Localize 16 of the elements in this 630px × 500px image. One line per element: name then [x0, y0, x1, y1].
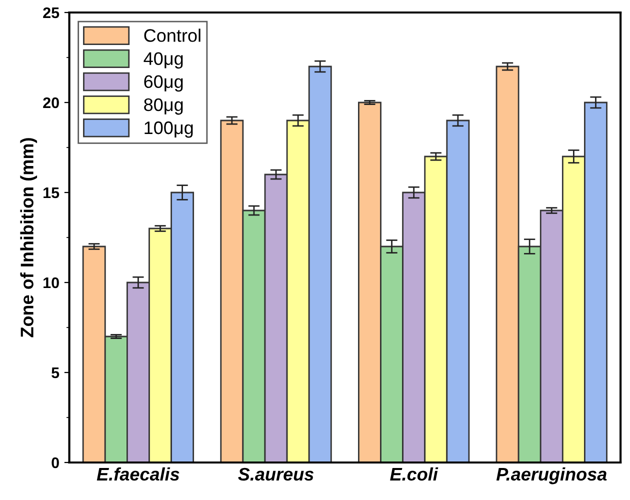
- legend-label: 60μg: [144, 75, 183, 92]
- legend-label: Control: [144, 28, 200, 42]
- y-tick-label: 0: [52, 457, 59, 468]
- legend-label: 80μg: [144, 98, 183, 115]
- y-tick-label: 10: [44, 277, 59, 288]
- x-tick-label: P.aeruginosa: [496, 467, 607, 484]
- y-tick-label: 25: [43, 7, 60, 18]
- y-tick-label: 15: [44, 188, 60, 198]
- x-tick-label: E.coli: [390, 467, 438, 481]
- y-tick-label: 20: [43, 97, 59, 108]
- y-axis-title: Zone of Inhibition (mm): [20, 138, 38, 338]
- x-tick-label: E.faecalis: [96, 467, 180, 481]
- legend-label: 100μg: [144, 121, 193, 138]
- x-tick-label: S.aureus: [238, 468, 314, 481]
- legend-label: 40μg: [144, 52, 183, 69]
- y-tick-label: 5: [52, 368, 60, 378]
